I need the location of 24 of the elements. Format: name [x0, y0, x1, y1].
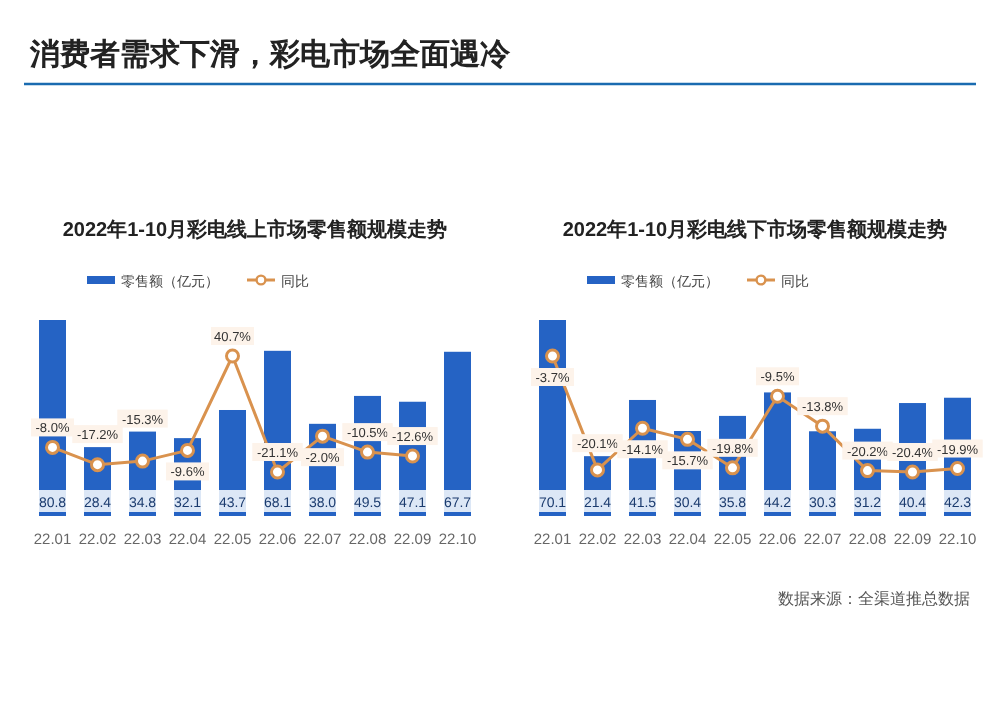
point — [180, 442, 195, 458]
bar — [444, 351, 471, 516]
point — [45, 439, 60, 455]
text: 消费者需求下滑，彩电市场全面遇冷 — [28, 36, 512, 72]
point — [950, 461, 965, 477]
point — [590, 462, 605, 478]
point — [405, 448, 420, 464]
point — [725, 460, 740, 476]
point — [815, 418, 830, 434]
point — [225, 348, 240, 364]
point — [860, 463, 875, 479]
point — [315, 428, 330, 444]
chart-title: 2022年1-10月彩电线下市场零售额规模走势 — [562, 218, 948, 242]
source-note: 数据来源：全渠道推总数据 — [778, 590, 970, 608]
point — [360, 444, 375, 460]
point — [135, 453, 150, 469]
point — [635, 420, 650, 436]
point — [90, 457, 105, 473]
point — [270, 464, 285, 480]
point — [770, 388, 785, 404]
point — [905, 464, 920, 480]
point — [680, 431, 695, 447]
chart-title: 2022年1-10月彩电线上市场零售额规模走势 — [62, 218, 448, 242]
point — [545, 348, 560, 364]
